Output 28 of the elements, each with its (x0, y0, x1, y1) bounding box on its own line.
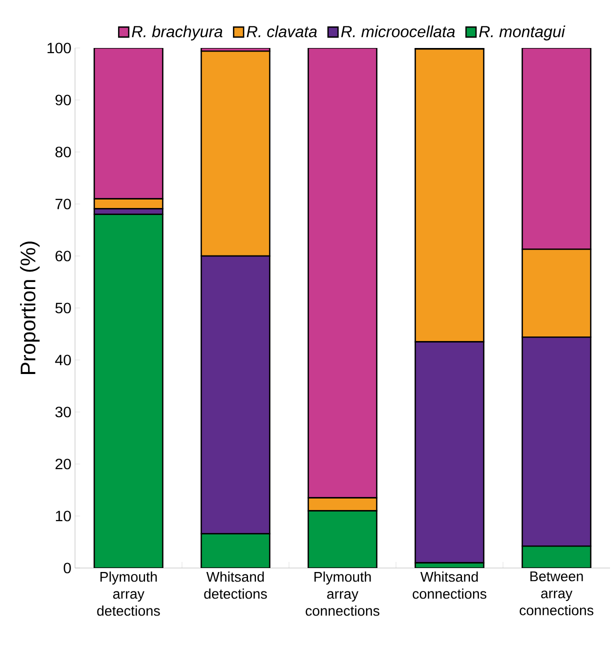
y-tick-label: 100 (48, 42, 71, 54)
bar (94, 214, 164, 568)
y-tick-label: 30 (55, 406, 71, 418)
legend-label: R. clavata (246, 26, 317, 38)
y-tick-label: 20 (56, 458, 71, 470)
y-axis-title: Proportion (%) (20, 242, 40, 374)
legend-label: R. montagui (479, 26, 566, 40)
legend-label: R. brachyura (132, 26, 222, 40)
x-tick-label: Whitsand connections (412, 572, 486, 599)
bar (308, 48, 378, 498)
bar (522, 48, 592, 250)
x-tick-label: Between array connections (520, 572, 594, 616)
bar (308, 510, 378, 568)
bar (94, 48, 164, 200)
x-tick-label: Whitsand detections (204, 572, 267, 599)
y-tick-label: 50 (55, 302, 71, 314)
y-tick-label: 0 (64, 562, 71, 574)
y-tick-label: 60 (56, 250, 71, 262)
bar (522, 546, 592, 568)
y-tick-label: 10 (56, 510, 71, 522)
y-tick-label: 70 (56, 198, 71, 210)
x-tick-label: Plymouth array detections (97, 572, 160, 616)
y-tick-label: 80 (55, 146, 71, 158)
legend-label: R. microocellata (341, 26, 455, 38)
y-tick-label: 90 (55, 94, 71, 106)
y-tick-label: 40 (55, 354, 71, 366)
bar (200, 533, 270, 568)
x-tick-label: Plymouth array connections (306, 572, 380, 616)
